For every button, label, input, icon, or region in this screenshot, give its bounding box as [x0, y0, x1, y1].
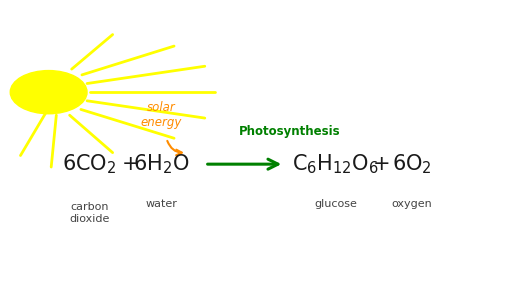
Text: oxygen: oxygen	[392, 200, 433, 209]
Text: 6O$_2$: 6O$_2$	[392, 152, 432, 176]
Text: Photosynthesis: Photosynthesis	[239, 124, 340, 138]
Text: glucose: glucose	[314, 200, 357, 209]
Text: C$_6$H$_{12}$O$_6$: C$_6$H$_{12}$O$_6$	[292, 152, 379, 176]
Text: 6CO$_2$: 6CO$_2$	[62, 152, 117, 176]
Text: water: water	[145, 200, 177, 209]
Text: 6H$_2$O: 6H$_2$O	[133, 152, 189, 176]
Circle shape	[10, 71, 87, 114]
Text: +: +	[373, 154, 390, 174]
Text: solar
energy: solar energy	[141, 101, 182, 129]
Text: carbon
dioxide: carbon dioxide	[70, 202, 110, 224]
Text: +: +	[122, 154, 139, 174]
